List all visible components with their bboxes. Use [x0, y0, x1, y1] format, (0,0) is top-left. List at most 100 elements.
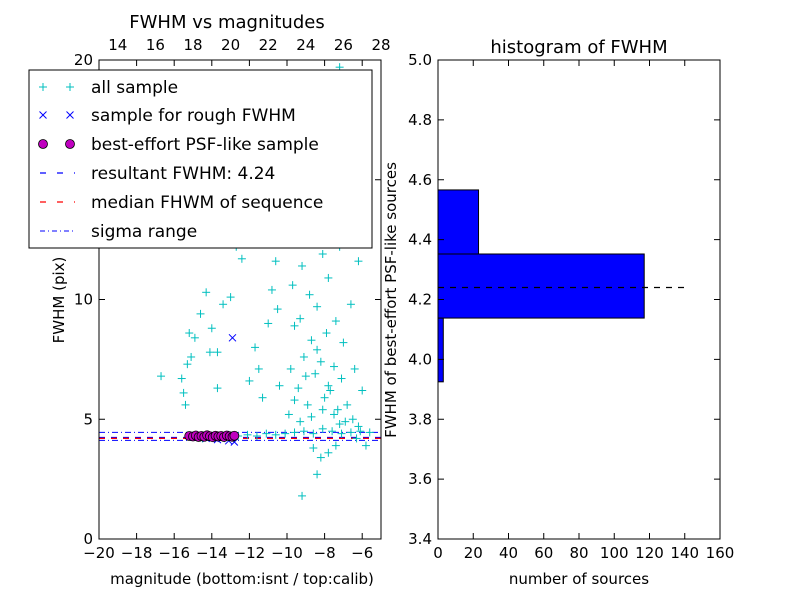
all-sample-point: [267, 285, 276, 294]
all-sample-point: [348, 415, 357, 424]
all-sample-point: [219, 300, 228, 309]
all-sample-point: [303, 400, 312, 409]
all-sample-point: [365, 428, 374, 437]
all-sample-point: [298, 261, 307, 270]
all-sample-point: [271, 430, 280, 439]
right-x-axis-label: number of sources: [509, 570, 649, 588]
legend: all sample sample for rough FWHM best-effo…: [28, 69, 373, 249]
right-y-tick-label: 4.8: [408, 111, 432, 129]
legend-item: median FHWM of sequence: [40, 193, 323, 213]
left-x-tick-label: −16: [158, 544, 190, 562]
right-x-tick-label: 120: [635, 544, 664, 562]
all-sample-point: [258, 393, 267, 402]
legend-label: best-effort PSF-like sample: [91, 135, 319, 155]
all-sample-point: [296, 314, 305, 323]
all-sample-point: [330, 362, 338, 371]
all-sample-point: [288, 281, 297, 290]
all-sample-point: [202, 288, 211, 297]
legend-label: sample for rough FWHM: [91, 106, 296, 126]
left-top-tick-label: 28: [371, 36, 390, 54]
histogram-bar: [437, 253, 645, 319]
all-sample-point: [181, 400, 190, 409]
right-y-axis-label: FWHM of best-effort PSF-like sources: [382, 162, 400, 438]
all-sample-point: [190, 333, 199, 342]
left-top-tick-label: 22: [259, 36, 278, 54]
best-sample-points: [184, 430, 240, 443]
all-sample-point: [271, 257, 280, 266]
right-y-tick-label: 5.0: [408, 51, 432, 69]
left-y-tick-label: 0: [83, 530, 93, 548]
all-sample-point: [245, 376, 254, 385]
all-sample-point: [307, 412, 316, 421]
all-sample-point: [361, 441, 370, 450]
left-x-tick-label: −14: [196, 544, 228, 562]
all-sample-point: [324, 448, 333, 457]
all-sample-point: [358, 386, 367, 395]
all-sample-point: [318, 249, 327, 258]
all-sample-point: [286, 364, 295, 373]
right-chart: histogram of FWHM 0 20 40 60 80 100 120 140 160 …: [382, 37, 734, 588]
all-sample-point: [290, 396, 299, 405]
left-x-tick-label: −20: [83, 544, 115, 562]
right-y-tick-label: 4.6: [408, 171, 432, 189]
all-sample-point: [213, 384, 222, 393]
legend-item: all sample: [39, 78, 178, 98]
left-top-tick-label: 24: [296, 36, 315, 54]
right-y-tick-label: 3.4: [408, 530, 432, 548]
right-x-tick-label: 160: [706, 544, 735, 562]
all-sample-point: [330, 410, 338, 419]
left-y-axis-label: FWHM (pix): [50, 257, 68, 344]
all-sample-point: [335, 420, 344, 429]
all-sample-point: [294, 384, 303, 393]
all-sample-point: [298, 491, 307, 500]
all-sample-point: [324, 273, 333, 282]
left-x-tick-label: −10: [271, 544, 303, 562]
all-sample-point: [226, 293, 235, 302]
all-sample-point: [318, 405, 327, 414]
all-sample-point: [341, 417, 350, 426]
all-sample-point: [318, 424, 327, 433]
all-sample-point: [290, 428, 299, 437]
all-sample-point: [179, 388, 188, 397]
all-sample-point: [352, 434, 361, 443]
all-sample-point: [243, 430, 252, 439]
all-sample-point: [354, 422, 363, 431]
legend-label: resultant FWHM: 4.24: [91, 164, 275, 184]
left-reference-lines: [99, 431, 381, 441]
all-sample-point: [262, 429, 271, 438]
right-y-tick-label: 3.6: [408, 470, 432, 488]
all-sample-point: [354, 257, 363, 266]
all-sample-point: [309, 429, 318, 438]
histogram-bars: [437, 189, 645, 383]
right-y-tick-label: 4.2: [408, 291, 432, 309]
all-sample-point: [331, 441, 340, 450]
right-x-axis: 0 20 40 60 80 100 120 140 160: [433, 60, 734, 562]
all-sample-point: [299, 352, 308, 361]
all-sample-point: [264, 319, 273, 328]
left-chart: FWHM vs magnitudes 14 16 18 20 22 24 26 28 −20−…: [28, 12, 391, 588]
all-sample-point: [346, 300, 355, 309]
legend-label: sigma range: [91, 222, 197, 242]
all-sample-point: [339, 338, 348, 347]
all-sample-point: [309, 443, 318, 452]
histogram-bar: [437, 189, 480, 255]
all-sample-point: [333, 405, 342, 414]
all-sample-point: [252, 432, 261, 441]
all-sample-point: [207, 324, 216, 333]
all-sample-point: [320, 393, 329, 402]
left-top-tick-label: 18: [183, 36, 202, 54]
left-y-tick-label: 20: [74, 51, 93, 69]
all-sample-point: [311, 369, 320, 378]
all-sample-point: [307, 336, 316, 345]
left-x-tick-label: −12: [234, 544, 266, 562]
all-sample-point: [343, 400, 352, 409]
all-sample-point: [346, 428, 355, 437]
right-x-tick-label: 80: [569, 544, 588, 562]
legend-label: all sample: [91, 78, 178, 98]
right-x-tick-label: 0: [433, 544, 443, 562]
all-sample-point: [324, 381, 333, 390]
all-sample-point: [350, 364, 359, 373]
all-sample-point: [251, 343, 260, 352]
all-sample-point: [326, 386, 335, 395]
